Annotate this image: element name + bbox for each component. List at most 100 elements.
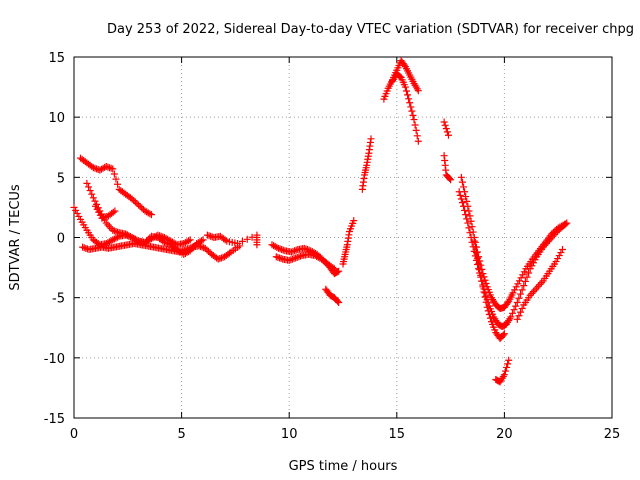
data-point (329, 264, 337, 272)
data-point (504, 360, 512, 368)
data-point (508, 309, 516, 317)
data-point (521, 277, 529, 285)
data-point (463, 197, 471, 205)
data-point (144, 235, 152, 243)
data-point (88, 190, 96, 198)
data-point (405, 95, 413, 103)
x-tick-label: 0 (70, 427, 78, 442)
data-point (350, 217, 358, 225)
y-tick-label: -10 (44, 352, 65, 367)
data-point (410, 116, 418, 124)
data-point (334, 268, 342, 276)
data-point (205, 247, 212, 255)
data-point (446, 175, 454, 183)
y-tick-label: -5 (52, 292, 65, 307)
data-point (518, 286, 526, 294)
y-tick-label: -15 (44, 412, 65, 427)
data-point (472, 249, 480, 257)
data-point (133, 200, 141, 208)
data-point (534, 282, 542, 290)
data-point (70, 203, 78, 211)
data-point (144, 209, 152, 217)
data-point (480, 288, 488, 296)
data-point (146, 210, 154, 218)
data-point (477, 271, 485, 279)
data-point (475, 260, 483, 268)
data-point (552, 258, 560, 266)
data-point (469, 228, 477, 236)
data-point (214, 255, 222, 263)
data-point (79, 243, 87, 251)
data-point (335, 298, 343, 306)
data-point (185, 237, 193, 245)
data-point (443, 128, 451, 136)
data-point (554, 255, 562, 263)
data-point (447, 176, 455, 184)
data-point (404, 91, 412, 99)
data-point (402, 87, 410, 95)
data-point (466, 212, 474, 220)
data-point (407, 103, 415, 111)
data-point (484, 307, 492, 315)
data-point (136, 203, 144, 211)
data-point (95, 208, 103, 216)
data-point (409, 111, 417, 119)
data-point (549, 228, 557, 236)
data-point (538, 279, 546, 287)
data-point (465, 207, 473, 215)
data-point (486, 314, 494, 322)
data-point (89, 194, 97, 202)
data-points (70, 57, 571, 386)
data-point (104, 221, 112, 229)
x-axis-label: GPS time / hours (289, 459, 398, 474)
data-point (461, 188, 469, 196)
data-point (461, 206, 469, 214)
data-point (512, 302, 520, 310)
data-point (536, 280, 544, 288)
data-point (466, 229, 474, 237)
data-point (104, 163, 112, 171)
data-point (272, 253, 280, 261)
data-point (441, 121, 449, 129)
data-point (93, 205, 101, 213)
data-point (460, 183, 468, 191)
data-point (234, 240, 242, 248)
tick-layer: 0 5 10 15 20 25 -15 -10 -5 0 5 10 15 (44, 51, 621, 442)
data-point (520, 268, 528, 276)
data-point (513, 315, 521, 323)
data-point (128, 195, 136, 203)
data-point (135, 201, 143, 209)
data-point (100, 214, 108, 222)
data-point (406, 99, 414, 107)
data-point (440, 118, 448, 126)
data-point (457, 173, 465, 181)
data-point (289, 247, 297, 255)
data-point (276, 254, 284, 262)
data-point (114, 228, 122, 236)
data-point (413, 132, 421, 140)
data-point (517, 308, 525, 316)
data-point (480, 273, 488, 281)
data-point (464, 219, 472, 227)
data-point (367, 135, 375, 143)
data-point (513, 298, 521, 306)
data-point (285, 256, 293, 264)
data-point (483, 303, 491, 311)
data-point (72, 206, 80, 214)
data-point (243, 235, 251, 243)
data-point (465, 224, 473, 232)
data-point (481, 293, 489, 301)
y-tick-label: 10 (48, 111, 65, 126)
data-point (511, 286, 519, 294)
data-point (295, 253, 303, 261)
data-point (335, 267, 343, 275)
data-point (198, 243, 206, 251)
data-point (561, 220, 569, 228)
data-point (114, 180, 122, 188)
data-point (109, 208, 117, 216)
data-point (302, 245, 310, 253)
data-point (512, 283, 520, 291)
data-point (91, 164, 99, 172)
data-point (533, 284, 541, 292)
